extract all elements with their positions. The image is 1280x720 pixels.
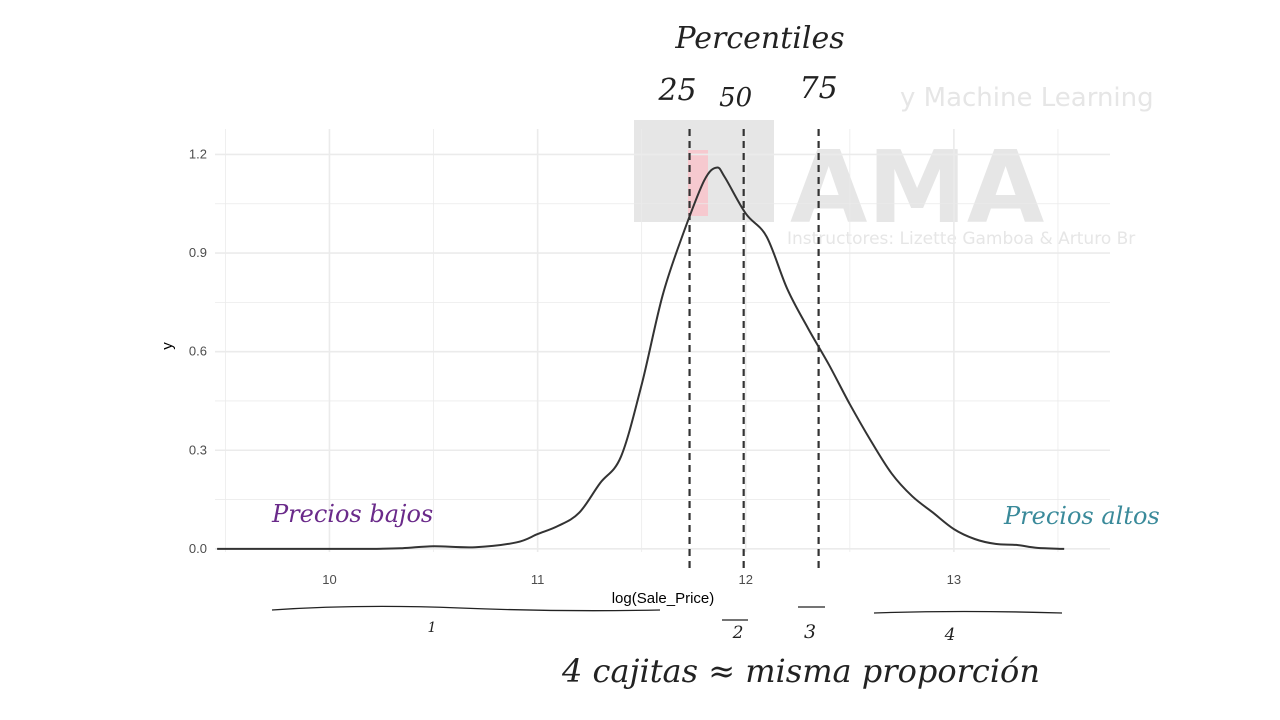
bin-4-label: 4	[944, 625, 956, 645]
bin-1-brace	[271, 605, 661, 612]
bins-caption: 4 cajitas ≈ misma proporción	[561, 652, 1040, 690]
percentiles-title: Percentiles	[674, 21, 844, 56]
y-tick-label-2: 0.6	[189, 344, 207, 359]
y-tick-label-3: 0.9	[189, 245, 207, 260]
x-axis-title: log(Sale_Price)	[612, 590, 715, 607]
x-tick-label-2: 12	[739, 572, 753, 587]
grid	[215, 129, 1110, 552]
y-tick-label-4: 1.2	[189, 146, 207, 161]
x-tick-label-0: 10	[322, 572, 336, 587]
bin-3-label: 3	[804, 621, 816, 643]
bin-2-label: 2	[732, 623, 744, 643]
density-curve	[217, 166, 1065, 550]
bin-1-label: 1	[428, 620, 437, 636]
low-prices-note: Precios bajos	[271, 500, 433, 528]
watermark: AMA y Machine Learning Instructores: Liz…	[634, 83, 1154, 249]
y-axis-ticks: 0.0 0.3 0.6 0.9 1.2	[189, 146, 207, 555]
percentile-50-label: 50	[719, 83, 752, 113]
y-tick-label-1: 0.3	[189, 442, 207, 457]
x-axis-ticks: 10 11 12 13	[322, 572, 961, 587]
bin-4-brace	[873, 610, 1063, 614]
x-tick-label-3: 13	[947, 572, 961, 587]
y-tick-label-0: 0.0	[189, 541, 207, 556]
watermark-logo-accent	[688, 150, 708, 216]
watermark-brand: AMA	[790, 129, 1044, 246]
watermark-tagline: y Machine Learning	[900, 83, 1154, 113]
y-axis-title: y	[159, 342, 176, 350]
quantile-lines	[688, 129, 820, 570]
handwritten-annotations: Percentiles 25 50 75 Precios bajos Preci…	[271, 21, 1160, 690]
x-tick-label-1: 11	[531, 572, 545, 587]
high-prices-note: Precios altos	[1003, 502, 1160, 530]
percentile-75-label: 75	[800, 71, 838, 106]
watermark-instructors: Instructores: Lizette Gamboa & Arturo Br	[787, 229, 1135, 249]
percentile-25-label: 25	[657, 73, 696, 108]
